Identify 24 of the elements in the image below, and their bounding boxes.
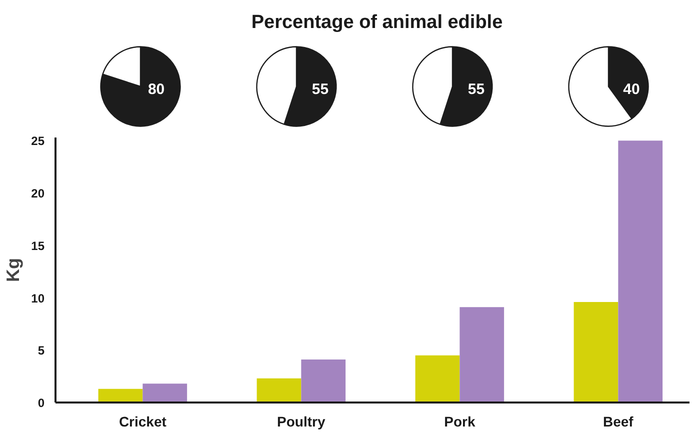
- bar: [301, 360, 346, 402]
- x-tick-label: Poultry: [277, 414, 326, 430]
- bar: [98, 388, 143, 402]
- data-label: 40: [623, 81, 640, 98]
- x-tick-label: Pork: [444, 414, 476, 430]
- bar: [142, 384, 188, 402]
- data-label: 80: [148, 81, 165, 98]
- bar: [415, 355, 460, 402]
- x-tick-label: Beef: [603, 414, 634, 430]
- bar: [574, 302, 618, 402]
- y-tick-label: 5: [38, 344, 45, 358]
- bar: [256, 378, 302, 402]
- x-tick-label: Cricket: [118, 414, 167, 430]
- y-tick-label: 25: [31, 134, 45, 148]
- bar: [460, 307, 504, 402]
- y-tick-label: 20: [31, 186, 45, 201]
- text: Percentage of animal edible: [251, 11, 503, 35]
- y-axis-title: Kg: [3, 258, 24, 282]
- data-label: 55: [468, 81, 485, 98]
- bar: [618, 140, 663, 402]
- data-label: 55: [312, 81, 329, 98]
- y-tick-label: 15: [31, 238, 45, 253]
- y-tick-label: 10: [31, 291, 45, 306]
- y-tick-label: 0: [38, 396, 45, 410]
